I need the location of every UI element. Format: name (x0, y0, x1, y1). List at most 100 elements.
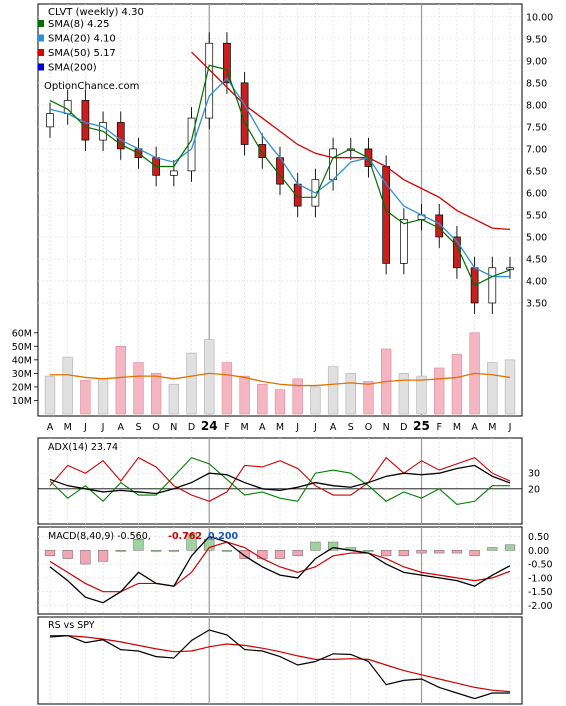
macd-histogram-bar (257, 550, 268, 559)
volume-bar (186, 352, 197, 415)
legend-entry: SMA(50) 5.17 (48, 48, 116, 59)
adx-y-tick-label: 30 (528, 469, 540, 480)
price-legend: SMA(8) 4.25 SMA(20) 4.10 SMA(50) 5.17 SMA(2… (38, 19, 116, 74)
volume-y-tick-label: 60M (12, 328, 32, 339)
x-tick-label: A (47, 422, 54, 433)
price-y-tick-label: 4.50 (526, 254, 547, 265)
macd-signal-line (49, 541, 511, 593)
candle-body (506, 267, 514, 270)
legend-swatch (38, 20, 44, 27)
volume-bar (257, 383, 268, 415)
volume-y-tick-label: 40M (12, 355, 32, 366)
macd-histogram-bar (168, 550, 179, 552)
volume-bar (80, 379, 91, 415)
x-tick-label: M (276, 422, 284, 433)
x-tick-label: 25 (413, 419, 430, 433)
adx-y-tick-label: 20 (528, 484, 540, 495)
x-tick-label: D (188, 422, 195, 433)
macd-histogram-bar (97, 550, 109, 562)
macd-histogram-bar (451, 550, 463, 554)
volume-bar (398, 373, 410, 415)
macd-y-tick-label: -0.50 (528, 560, 553, 571)
legend-swatch (38, 63, 44, 71)
adx-di-plus-line (49, 456, 510, 505)
price-y-tick-label: 9.00 (526, 56, 547, 67)
x-tick-label: F (224, 422, 229, 433)
adx-di-minus-line (49, 456, 511, 502)
x-tick-label: M (241, 422, 249, 433)
volume-bar (97, 378, 109, 415)
x-tick-label: A (471, 422, 478, 433)
candle-body (81, 100, 90, 141)
x-tick-label: A (118, 422, 125, 433)
macd-histogram-bar (416, 550, 427, 554)
volume-bar (133, 362, 144, 415)
macd-histogram-bar (133, 539, 144, 551)
x-tick-label: M (453, 422, 461, 433)
macd-histogram-bar (469, 550, 480, 557)
legend-swatch (38, 34, 44, 42)
macd-histogram-bar (274, 550, 286, 559)
x-tick-label: S (348, 422, 354, 433)
candle-body (258, 144, 267, 159)
volume-bar (310, 386, 321, 415)
x-tick-label: O (365, 422, 372, 433)
price-y-tick-label: 3.50 (526, 298, 547, 309)
x-tick-label: O (152, 422, 159, 433)
x-tick-label: 24 (201, 419, 218, 433)
price-y-tick-label: 9.50 (526, 34, 547, 45)
volume-bar (451, 354, 463, 415)
macd-histogram-bar (204, 539, 215, 551)
candle-body (223, 42, 231, 84)
volume-bar (239, 375, 250, 415)
price-y-tick-label: 6.00 (526, 188, 547, 199)
x-tick-label: S (135, 422, 141, 433)
macd-histogram-bar (434, 550, 445, 554)
volume-y-tick-label: 30M (12, 369, 32, 380)
x-tick-label: J (313, 422, 317, 433)
volume-bar (221, 362, 233, 415)
candle-body (488, 267, 497, 304)
macd-histogram-bar (363, 550, 374, 552)
macd-histogram-value: 0.200 (208, 531, 238, 542)
volume-y-tick-label: 20M (12, 382, 32, 393)
macd-histogram-bar (115, 550, 126, 552)
macd-histogram-bar (62, 550, 73, 559)
chart-labels: CLVT (weekly) 4.30 OptionChance.com ADX(… (12, 7, 554, 631)
volume-bar (62, 356, 73, 415)
x-tick-label: A (330, 422, 337, 433)
price-y-tick-label: 8.00 (526, 100, 547, 111)
price-chart-title: CLVT (weekly) 4.30 (48, 7, 144, 18)
volume-bar (292, 378, 303, 415)
legend-entry: SMA(8) 4.25 (48, 19, 109, 30)
volume-bar (487, 362, 498, 415)
x-tick-label: J (295, 422, 299, 433)
macd-histogram-bar (44, 550, 56, 557)
macd-y-tick-label: -1.50 (528, 587, 553, 598)
price-y-tick-label: 10.00 (526, 12, 553, 23)
x-tick-label: F (436, 422, 441, 433)
macd-histogram-bar (186, 533, 197, 551)
macd-histogram-bar (151, 550, 162, 552)
sma8-line (49, 64, 511, 287)
price-y-tick-label: 7.50 (526, 122, 547, 133)
macd-y-tick-label: 0.00 (528, 546, 549, 557)
candle-body (399, 218, 408, 264)
legend-entry: SMA(200) (48, 63, 97, 74)
volume-bar (274, 389, 286, 415)
macd-histogram-bar (398, 550, 409, 557)
macd-line (49, 535, 511, 604)
price-y-tick-label: 8.50 (526, 78, 547, 89)
macd-histogram-bar (221, 550, 233, 552)
volume-bars (44, 332, 516, 565)
macd-y-tick-label: -2.00 (528, 601, 553, 612)
adx-title: ADX(14) 23.74 (48, 442, 118, 453)
volume-bar (345, 373, 356, 415)
rs-title: RS vs SPY (48, 620, 95, 631)
volume-bar (204, 339, 215, 415)
volume-bar (434, 367, 445, 415)
sma20-line (49, 77, 510, 278)
macd-histogram-bar (292, 550, 303, 557)
macd-histogram-bar (381, 550, 392, 557)
volume-bar (115, 346, 126, 415)
